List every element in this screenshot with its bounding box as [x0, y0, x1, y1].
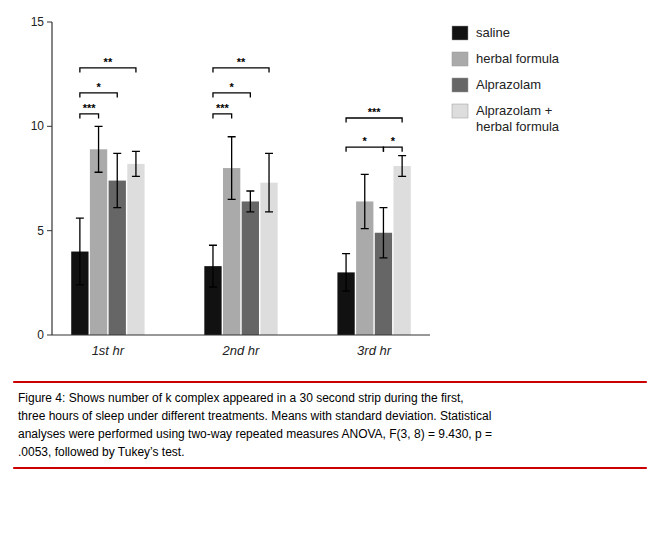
legend-swatch	[452, 52, 468, 66]
x-axis	[52, 334, 430, 335]
y-axis	[51, 22, 52, 335]
bar	[90, 149, 107, 335]
significance-bracket	[213, 114, 232, 119]
error-bar	[76, 218, 84, 285]
significance-bracket	[213, 68, 269, 73]
error-bar	[342, 254, 350, 292]
significance-label: ***	[83, 102, 97, 114]
chart: 0510151st hr2nd hr3rd hr****************…	[0, 0, 660, 537]
legend-label-line: herbal formula	[476, 119, 560, 134]
significance-label: *	[363, 135, 368, 147]
error-bar	[95, 126, 103, 172]
significance-label: **	[104, 56, 113, 68]
error-bar	[265, 153, 273, 211]
y-tick	[47, 230, 52, 231]
bar	[242, 201, 259, 335]
x-tick-label: 1st hr	[92, 343, 125, 358]
error-bar	[246, 191, 254, 212]
significance-bracket	[346, 147, 383, 152]
legend-label-line: Alprazolam +	[476, 103, 552, 118]
y-tick-label: 0	[37, 328, 44, 342]
caption-rule	[13, 467, 647, 469]
significance-bracket	[80, 93, 117, 98]
legend-label-line: herbal formula	[476, 51, 560, 66]
legend-swatch	[452, 26, 468, 40]
error-bar	[228, 137, 236, 200]
legend-swatch	[452, 104, 468, 118]
error-bar	[379, 208, 387, 258]
error-bar	[113, 153, 121, 207]
legend-label: Alprazolam +herbal formula	[476, 103, 560, 134]
y-tick-label: 5	[37, 224, 44, 238]
legend-label: Alprazolam	[476, 77, 541, 92]
significance-bracket	[80, 114, 99, 119]
y-tick	[47, 335, 52, 336]
y-tick-label: 15	[31, 15, 45, 29]
significance-bracket	[346, 118, 402, 123]
caption-line: analyses were performed using two-way re…	[18, 427, 492, 441]
caption-rule	[13, 381, 647, 383]
caption-line: Figure 4: Shows number of k complex appe…	[18, 391, 464, 405]
significance-label: *	[230, 81, 235, 93]
bar	[127, 164, 144, 335]
significance-label: **	[237, 56, 246, 68]
caption-line: .0053, followed by Tukey’s test.	[18, 445, 185, 459]
y-tick-label: 10	[31, 119, 45, 133]
legend-label-line: saline	[476, 25, 510, 40]
significance-label: ***	[368, 106, 382, 118]
significance-bracket	[80, 68, 136, 73]
significance-label: *	[391, 135, 396, 147]
error-bar	[398, 156, 406, 177]
error-bar	[361, 174, 369, 228]
bar	[393, 166, 410, 335]
legend-swatch	[452, 78, 468, 92]
y-tick	[47, 126, 52, 127]
legend: saline herbal formula Alprazolam Alprazolam…	[452, 25, 560, 134]
x-tick-label: 3rd hr	[357, 343, 392, 358]
y-tick	[47, 22, 52, 23]
caption-line: three hours of sleep under different tre…	[18, 409, 491, 423]
significance-bracket	[383, 147, 402, 152]
legend-label: saline	[476, 25, 510, 40]
significance-label: ***	[216, 102, 230, 114]
error-bar	[132, 151, 140, 176]
significance-bracket	[213, 93, 250, 98]
legend-label: herbal formula	[476, 51, 560, 66]
x-tick-label: 2nd hr	[222, 343, 261, 358]
error-bar	[209, 245, 217, 287]
bars	[71, 126, 411, 335]
significance-label: *	[96, 81, 101, 93]
legend-label-line: Alprazolam	[476, 77, 541, 92]
